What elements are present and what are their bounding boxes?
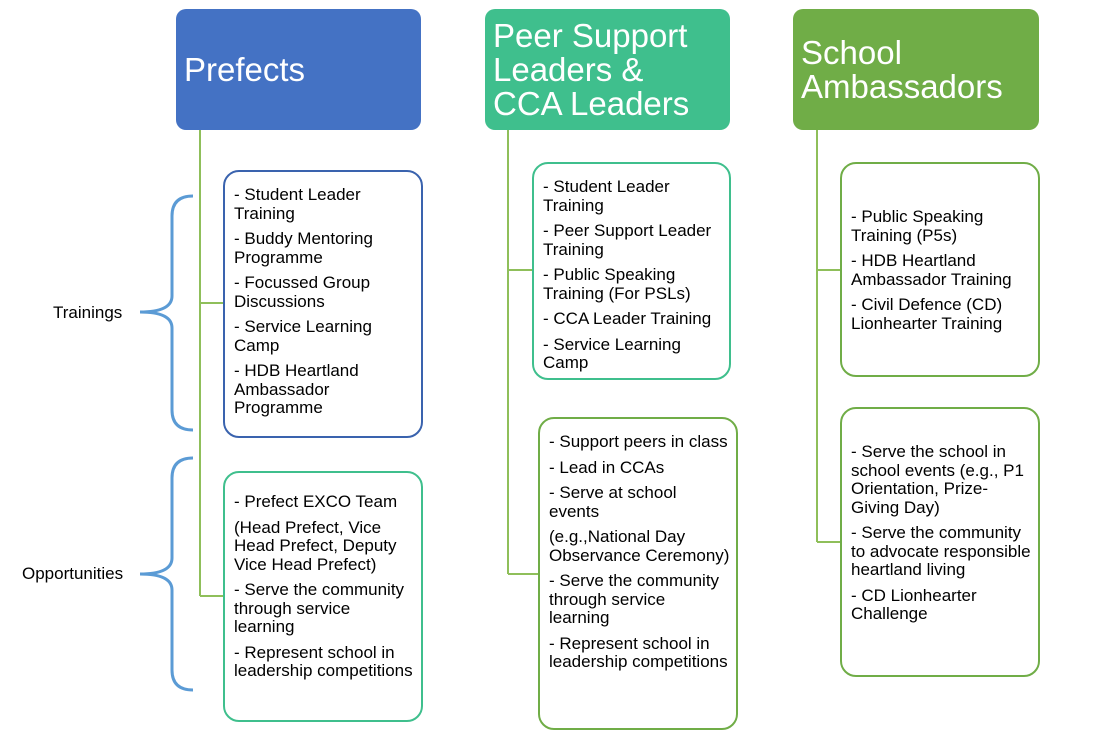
list-item: - CCA Leader Training xyxy=(543,309,712,328)
list-item: (e.g.,National Day Observance Ceremony) xyxy=(549,527,730,565)
list-item: - Serve the school in school events (e.g… xyxy=(851,442,1024,517)
prefects-trainings-box: - Student Leader Training - Buddy Mentor… xyxy=(223,170,423,438)
list-item: - Serve the community to advocate respon… xyxy=(851,523,1031,579)
list-item: - Student Leader Training xyxy=(543,177,670,215)
ambassadors-connector xyxy=(816,130,841,543)
list-item: (Head Prefect, Vice Head Prefect, Deputy… xyxy=(234,517,397,574)
psl-trainings-box: - Student Leader Training - Peer Support… xyxy=(532,162,731,380)
list-item: - Peer Support Leader Training xyxy=(543,221,712,259)
list-item: - Represent school in leadership competi… xyxy=(234,642,413,680)
prefects-opportunities-box: - Prefect EXCO Team (Head Prefect, Vice … xyxy=(223,471,423,722)
list-item: - Focussed Group Discussions xyxy=(234,273,371,311)
list-item: - Buddy Mentoring Programme xyxy=(234,229,373,267)
list-item: - Public Speaking Training (For PSLs) xyxy=(543,265,691,303)
prefects-title: Prefects xyxy=(184,50,306,88)
list-item: - Student Leader Training xyxy=(234,185,361,223)
list-item: - Represent school in leadership competi… xyxy=(549,633,728,671)
ambassadors-trainings-box: - Public Speaking Training (P5s) - HDB H… xyxy=(840,162,1040,377)
opportunities-label: Opportunities xyxy=(22,564,124,583)
list-item: - Prefect EXCO Team xyxy=(234,492,398,511)
trainings-label: Trainings xyxy=(53,303,123,322)
ambassadors-opportunities-box: - Serve the school in school events (e.g… xyxy=(840,407,1040,677)
list-item: - Civil Defence (CD) Lionhearter Trainin… xyxy=(851,295,1003,333)
list-item: - Serve at school events xyxy=(549,483,677,521)
list-item: - Public Speaking Training (P5s) xyxy=(851,207,984,245)
prefects-header: Prefects xyxy=(176,9,421,130)
trainings-brace xyxy=(139,194,194,432)
psl-header: Peer Support Leaders & CCA Leaders xyxy=(485,9,730,130)
list-item: - Lead in CCAs xyxy=(549,457,665,477)
list-item: - CD Lionhearter Challenge xyxy=(851,585,977,623)
psl-title: Peer Support Leaders & CCA Leaders xyxy=(493,16,690,122)
list-item: - HDB Heartland Ambassador Programme xyxy=(234,361,359,417)
list-item: - Service Learning Camp xyxy=(234,317,372,355)
list-item: - Serve the community through service le… xyxy=(549,571,720,627)
ambassadors-header: School Ambassadors xyxy=(793,9,1039,130)
psl-connector xyxy=(507,130,539,575)
list-item: - HDB Heartland Ambassador Training xyxy=(851,251,1012,289)
psl-opportunities-box: - Support peers in class - Lead in CCAs … xyxy=(538,417,738,730)
list-item: - Service Learning Camp xyxy=(543,334,681,372)
ambassadors-title: School Ambassadors xyxy=(801,33,1003,105)
opportunities-brace xyxy=(139,456,194,692)
list-item: - Serve the community through service le… xyxy=(234,580,405,636)
prefects-connector xyxy=(199,130,224,597)
list-item: - Support peers in class xyxy=(549,432,728,451)
